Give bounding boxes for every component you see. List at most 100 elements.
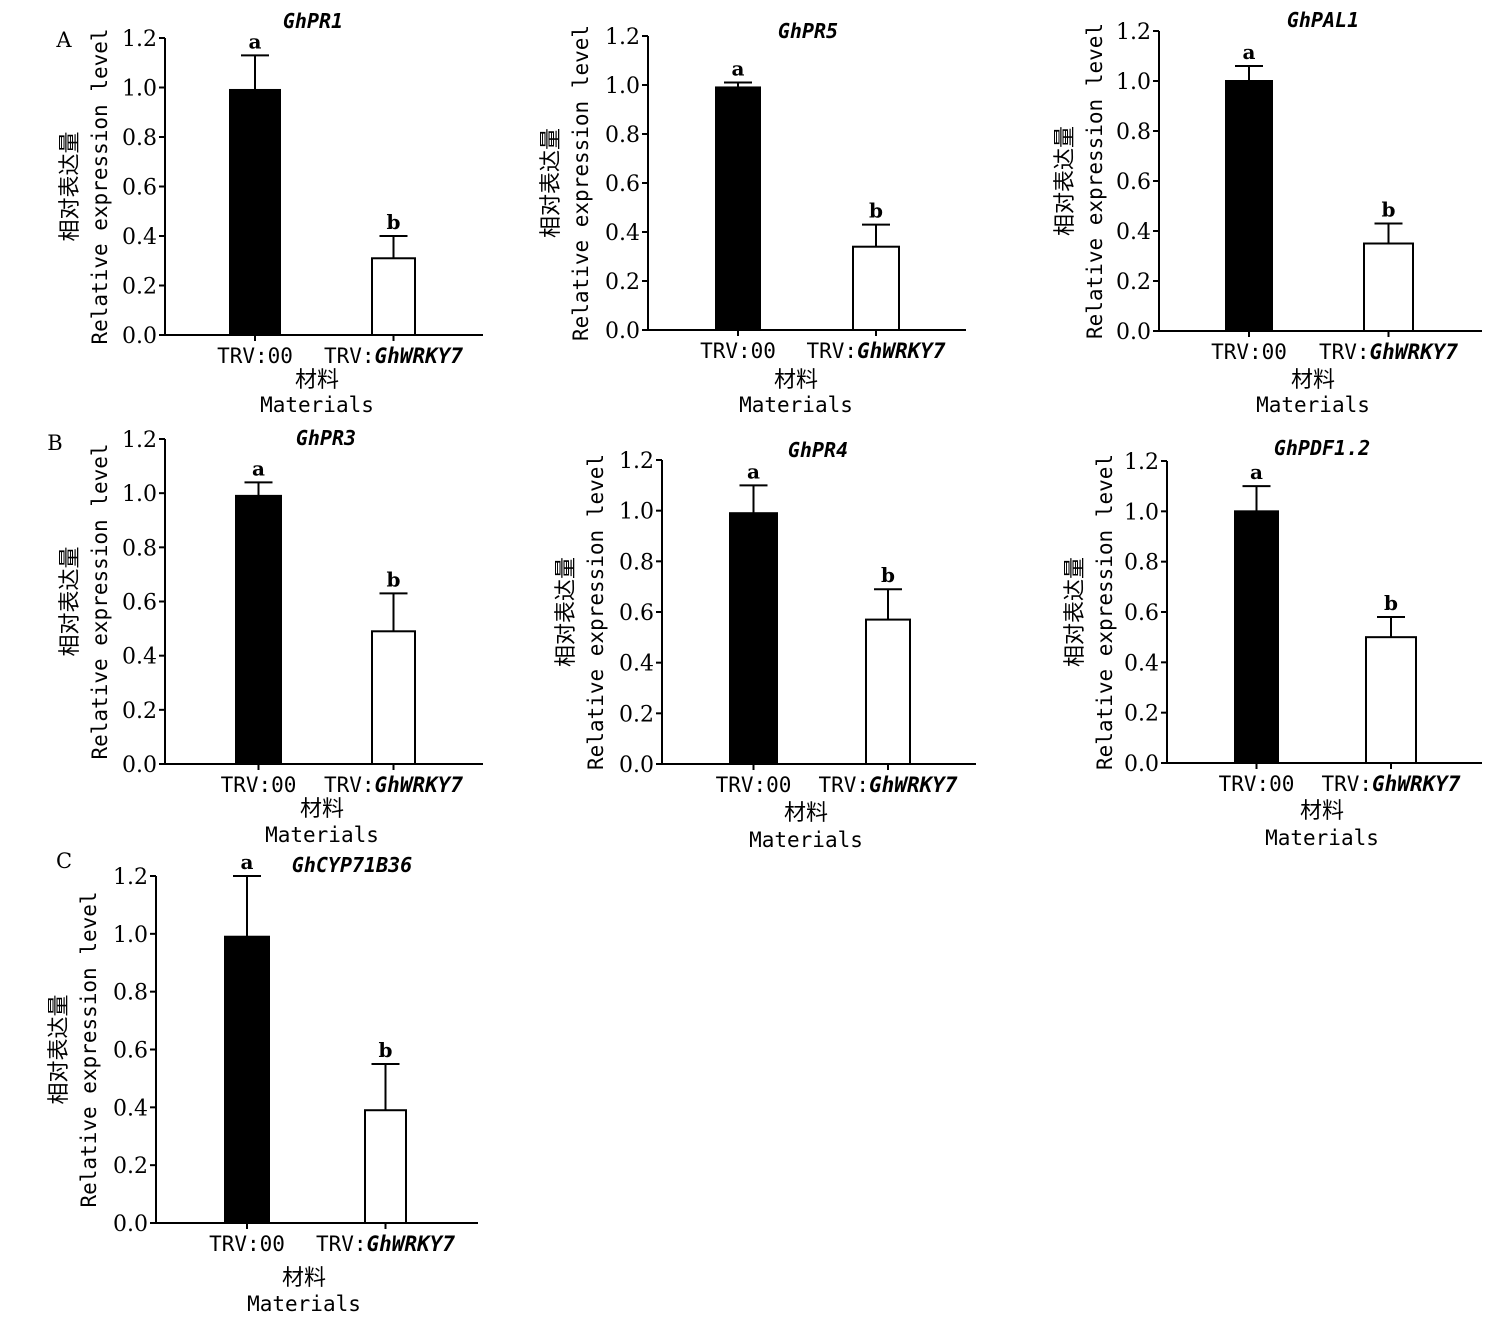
x-tick-label-prefix: TRV:00 [221,773,297,797]
y-axis-label-cn: 相对表达量 [58,546,83,656]
y-axis-label-cn: 相对表达量 [58,131,83,241]
y-tick-label: 1.2 [122,27,157,52]
y-tick-label: 0.8 [619,550,654,575]
y-tick-label: 0.6 [122,176,157,201]
bar-trv00 [224,935,270,1224]
x-tick-label: TRV:00 [217,344,293,368]
significance-label: a [241,850,254,874]
x-axis-label-cn: 材料 [300,797,344,822]
y-axis-label-en: Relative expression level [569,25,593,341]
x-tick-label: TRV:00 [1219,772,1295,796]
y-axis-label-cn: 相对表达量 [1063,557,1088,667]
x-tick-label-prefix: TRV: [1319,340,1370,364]
significance-label: a [747,459,760,483]
y-tick-label: 1.0 [122,482,157,507]
x-tick-label-prefix: TRV:00 [1211,340,1287,364]
y-axis-label-cn: 相对表达量 [47,994,72,1104]
significance-label: b [387,210,401,234]
chart-panel-4: B GhPR3 0.0 0.2 0.4 0.6 0.8 1.0 1.2 相对表达量 Relative… [47,426,483,847]
y-tick-label: 1.2 [113,865,148,890]
x-tick-label-prefix: TRV: [324,344,375,368]
x-tick-label-gene: GhWRKY7 [375,773,464,797]
x-axis-label-en: Materials [739,393,853,417]
chart-title: GhPR1 [283,9,343,33]
y-tick-label: 0.6 [122,591,157,616]
significance-label: a [249,29,262,53]
y-tick-label: 0.0 [1116,320,1151,345]
x-tick-label-gene: GhWRKY7 [869,773,958,797]
y-axis-label-en: Relative expression level [1093,454,1117,770]
x-tick-label: TRV:00 [1211,340,1287,364]
y-tick-label: 0.2 [113,1154,148,1179]
y-tick-label: 0.4 [1116,220,1151,245]
y-tick-label: 0.6 [605,172,640,197]
x-tick-label-gene: GhWRKY7 [367,1232,456,1256]
x-tick-label: TRV:GhWRKY7 [324,773,463,797]
bar-trv00 [1234,510,1279,765]
x-tick-label-gene: GhWRKY7 [1370,340,1459,364]
y-tick-label: 0.4 [619,652,654,677]
y-tick-label: 1.2 [1116,20,1151,45]
y-tick-label: 0.2 [122,699,157,724]
x-tick-label-gene: GhWRKY7 [375,344,464,368]
x-tick-label: TRV:GhWRKY7 [324,344,463,368]
bar-trv00 [235,494,282,765]
chart-title: GhCYP71B36 [292,853,412,877]
x-axis-label-en: Materials [1256,393,1370,417]
x-tick-label-gene: GhWRKY7 [1372,772,1461,796]
y-tick-label: 0.4 [605,221,640,246]
y-tick-label: 0.2 [1124,702,1159,727]
x-tick-label: TRV:GhWRKY7 [806,339,945,363]
chart-title: GhPR5 [778,19,838,43]
y-tick-label: 0.8 [1116,120,1151,145]
bar-trv00 [1225,80,1273,332]
x-axis-label-cn: 材料 [784,801,828,826]
bar-trv00 [229,88,281,336]
chart-panel-5: GhPR4 0.0 0.2 0.4 0.6 0.8 1.0 1.2 相对表达量 Relative … [554,438,976,852]
x-axis-label-cn: 材料 [774,368,818,393]
y-tick-label: 1.0 [619,500,654,525]
bar-trv-ghwrky7 [852,245,900,331]
bar-trv-ghwrky7 [865,618,911,765]
y-tick-label: 1.0 [605,74,640,99]
significance-label: b [379,1038,393,1062]
x-tick-label-prefix: TRV: [1321,772,1372,796]
y-tick-label: 0.4 [113,1096,148,1121]
bar-trv-ghwrky7 [371,257,416,336]
x-tick-label: TRV:00 [221,773,297,797]
y-axis-label-en: Relative expression level [1083,23,1107,339]
bar-trv00 [729,512,778,766]
bar-trv-ghwrky7 [364,1109,407,1224]
x-axis-label-en: Materials [265,823,379,847]
bar-trv-ghwrky7 [1365,636,1417,765]
bar-trv-ghwrky7 [371,630,416,766]
y-tick-label: 0.6 [619,601,654,626]
x-axis-label-cn: 材料 [295,368,339,393]
y-tick-label: 0.4 [122,645,157,670]
y-axis-label-cn: 相对表达量 [1053,126,1078,236]
y-axis-label-en: Relative expression level [88,443,112,759]
y-axis-label-en: Relative expression level [77,891,101,1207]
bar-trv-ghwrky7 [1363,242,1414,332]
x-axis-label-en: Materials [1265,826,1379,850]
x-axis-label-en: Materials [749,828,863,852]
significance-label: b [387,567,401,591]
panel-letter: A [55,28,72,52]
panel-letter: B [47,431,62,455]
y-tick-label: 1.2 [619,449,654,474]
x-axis-label-cn: 材料 [1300,799,1344,824]
x-axis-label-cn: 材料 [282,1266,326,1291]
y-tick-label: 0.0 [113,1212,148,1237]
y-tick-label: 1.2 [605,25,640,50]
chart-title: GhPR4 [788,438,848,462]
x-tick-label-prefix: TRV:00 [1219,772,1295,796]
y-tick-label: 1.0 [1124,500,1159,525]
chart-panel-6: GhPDF1.2 0.0 0.2 0.4 0.6 0.8 1.0 1.2 相对表达量 Relati… [1063,436,1482,850]
y-tick-label: 1.0 [1116,70,1151,95]
x-tick-label-prefix: TRV:00 [716,773,792,797]
x-tick-label-prefix: TRV: [818,773,869,797]
y-axis-label-cn: 相对表达量 [539,128,564,238]
y-tick-label: 1.0 [122,77,157,102]
x-tick-label-prefix: TRV:00 [700,339,776,363]
y-tick-label: 0.0 [122,753,157,778]
